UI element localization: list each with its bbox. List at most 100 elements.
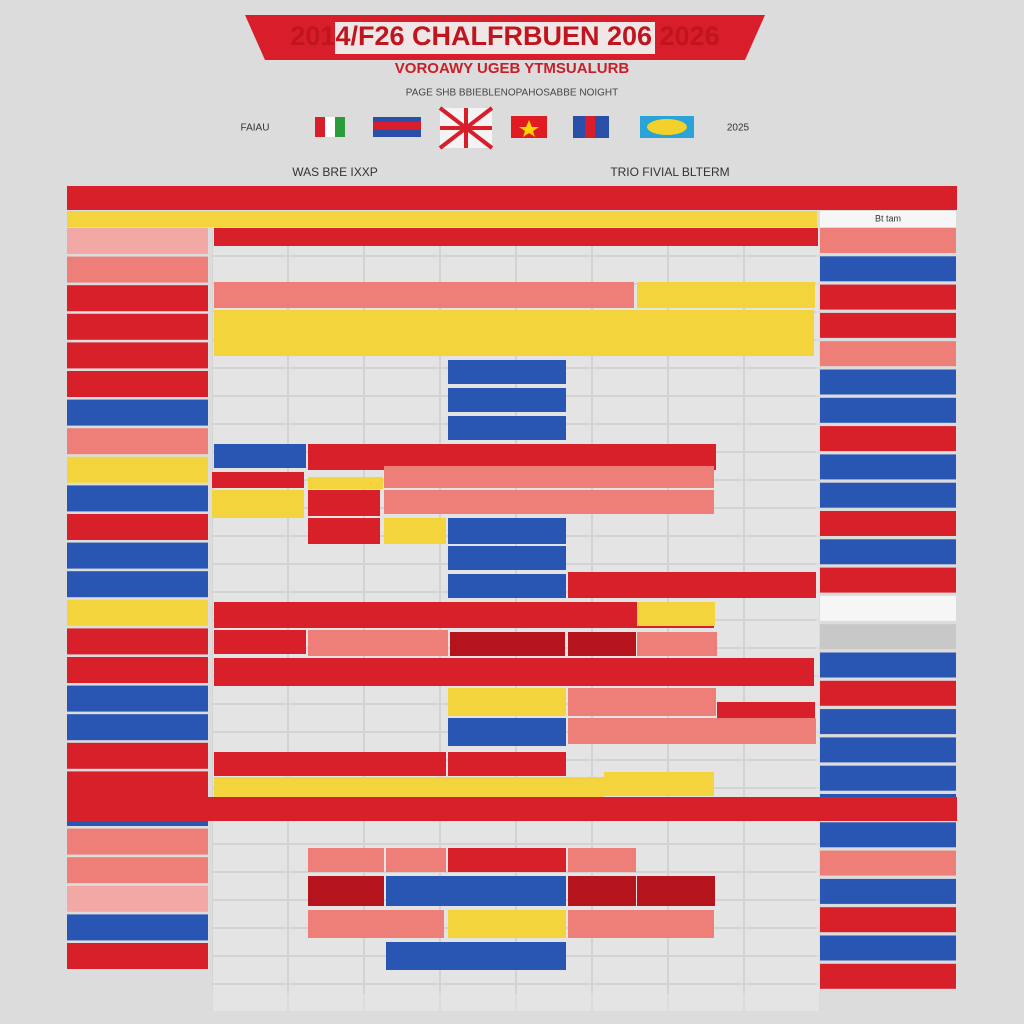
section-heading: WAS BRE IXXP xyxy=(292,165,378,179)
team-cell xyxy=(67,371,208,397)
grid-cell xyxy=(289,565,363,591)
team-cell xyxy=(820,284,956,310)
grid-cell xyxy=(213,873,287,899)
grid-cell xyxy=(517,817,591,843)
grid-cell xyxy=(365,705,439,731)
match-block xyxy=(637,282,815,308)
team-cell xyxy=(67,857,208,884)
team-cell xyxy=(820,737,956,763)
grid-cell xyxy=(669,369,743,395)
grid-cell xyxy=(669,985,743,1011)
grid-cell xyxy=(213,985,287,1011)
team-cell xyxy=(820,935,956,961)
grid-cell xyxy=(745,621,819,647)
grid-cell xyxy=(745,257,819,283)
title-strip xyxy=(335,22,655,54)
match-block xyxy=(212,490,304,518)
grid-cell xyxy=(745,957,819,983)
team-cell xyxy=(820,397,956,423)
sidebar-title: Bt tam xyxy=(875,213,901,223)
flag xyxy=(325,117,335,137)
match-block xyxy=(448,688,566,716)
grid-cell xyxy=(745,817,819,843)
match-block xyxy=(214,282,634,308)
team-cell xyxy=(67,771,208,798)
match-block xyxy=(637,632,717,656)
match-block xyxy=(568,718,816,744)
match-block xyxy=(637,876,715,906)
subtitle: VOROAWY UGEB YTMSUALURB xyxy=(395,60,630,77)
section-heading: TRIO FIVIAL BLTERM xyxy=(610,165,729,179)
grid-cell xyxy=(213,845,287,871)
match-block xyxy=(214,658,814,686)
team-cell xyxy=(67,256,208,283)
team-cell xyxy=(820,454,956,480)
grid-cell xyxy=(745,845,819,871)
match-block xyxy=(568,910,714,938)
grid-cell xyxy=(365,257,439,283)
team-cell xyxy=(67,428,208,455)
match-block xyxy=(717,702,815,718)
team-cell xyxy=(820,963,956,989)
match-block xyxy=(386,942,566,970)
grid-cell xyxy=(517,985,591,1011)
grid-cell xyxy=(365,985,439,1011)
team-cell xyxy=(67,485,208,512)
team-cell xyxy=(820,765,956,791)
team-cell xyxy=(820,850,956,876)
match-block xyxy=(308,630,448,656)
flag xyxy=(438,106,494,150)
match-block xyxy=(448,388,566,412)
flag-label: 2025 xyxy=(727,123,750,134)
team-cell xyxy=(67,742,208,769)
match-block xyxy=(448,910,566,938)
team-cell xyxy=(67,571,208,598)
match-block xyxy=(568,848,636,872)
team-cell xyxy=(820,369,956,395)
match-block xyxy=(604,772,714,796)
match-block xyxy=(308,444,716,470)
match-block xyxy=(448,574,566,598)
match-block xyxy=(214,602,714,628)
match-block xyxy=(308,910,444,938)
grid-cell xyxy=(745,369,819,395)
match-block xyxy=(448,518,566,544)
team-cell xyxy=(820,312,956,338)
match-block xyxy=(214,777,604,797)
match-block xyxy=(214,630,306,654)
header-row xyxy=(67,211,817,227)
grid-cell xyxy=(669,845,743,871)
team-cell xyxy=(820,511,956,536)
team-cell xyxy=(820,595,956,621)
grid-cell xyxy=(745,425,819,451)
grid-cell xyxy=(745,537,819,563)
grid-cell xyxy=(289,817,363,843)
flag xyxy=(647,119,687,135)
match-block xyxy=(214,228,818,246)
grid-cell xyxy=(669,537,743,563)
team-cell xyxy=(67,885,208,912)
team-cell xyxy=(820,228,956,253)
header-row xyxy=(67,186,957,210)
match-block xyxy=(384,466,714,488)
match-block xyxy=(448,360,566,384)
match-block xyxy=(384,490,714,514)
schedule-grid xyxy=(67,186,957,1011)
grid-cell xyxy=(669,957,743,983)
match-block xyxy=(568,688,716,716)
grid-cell xyxy=(289,397,363,423)
grid-cell xyxy=(441,817,515,843)
match-block xyxy=(386,848,446,872)
match-block xyxy=(308,848,384,872)
grid-cell xyxy=(593,537,667,563)
team-cell xyxy=(820,567,956,593)
grid-cell xyxy=(289,985,363,1011)
grid-cell xyxy=(289,705,363,731)
team-cell xyxy=(67,514,208,540)
grid-cell xyxy=(213,705,287,731)
grid-cell xyxy=(213,565,287,591)
flag xyxy=(585,116,595,138)
team-cell xyxy=(820,652,956,678)
grid-cell xyxy=(745,929,819,955)
team-cell xyxy=(67,285,208,312)
